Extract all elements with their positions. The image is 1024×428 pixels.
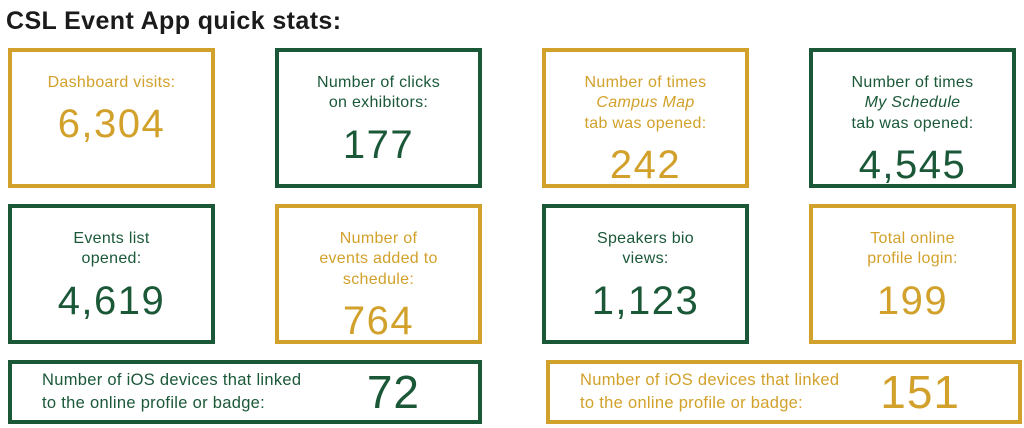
stat-label: Dashboard visits: bbox=[48, 73, 176, 93]
stat-label-line-italic: Campus Map bbox=[596, 94, 695, 112]
stat-label-line: Number of iOS devices that linked bbox=[580, 370, 840, 389]
stat-value: 72 bbox=[366, 366, 420, 418]
stat-label-line: on exhibitors: bbox=[328, 94, 429, 112]
stat-value: 4,545 bbox=[858, 143, 967, 188]
wide-stats-row: Number of iOS devices that linked to the… bbox=[8, 360, 1024, 424]
page-title: CSL Event App quick stats: bbox=[6, 7, 342, 35]
stat-label-line: Events list bbox=[73, 230, 150, 247]
stat-label-line: Total online bbox=[870, 230, 955, 247]
stat-label-line: Number of times bbox=[851, 74, 974, 91]
stat-value: 177 bbox=[342, 122, 415, 167]
stat-label-line: Number of clicks bbox=[316, 74, 441, 91]
stat-value: 242 bbox=[609, 143, 682, 188]
stat-label: Number of iOS devices that linked to the… bbox=[42, 369, 301, 415]
stat-label-line-italic: My Schedule bbox=[864, 94, 961, 112]
stat-label-line: Number of times bbox=[584, 74, 707, 91]
stat-label-line: Speakers bio bbox=[597, 230, 694, 247]
stat-card-speakers-bio-views: Speakers bio views: 1,123 bbox=[542, 204, 749, 344]
stat-label: Number of events added to schedule: bbox=[319, 229, 437, 290]
stat-label-line: schedule: bbox=[342, 270, 415, 288]
stat-label: Total online profile login: bbox=[867, 229, 957, 270]
stat-label-line: to the online profile or badge: bbox=[580, 394, 804, 412]
stat-label-line: Dashboard visits: bbox=[47, 74, 176, 91]
stats-grid: Dashboard visits: 6,304 Number of clicks… bbox=[8, 48, 1024, 344]
stat-value: 199 bbox=[876, 278, 949, 323]
stat-label: Number of times Campus Map tab was opene… bbox=[585, 73, 707, 134]
stat-label-line: to the online profile or badge: bbox=[42, 394, 266, 412]
stat-card-ios-linked-gold: Number of iOS devices that linked to the… bbox=[546, 360, 1022, 424]
stat-value: 1,123 bbox=[591, 278, 700, 323]
stat-label: Number of clicks on exhibitors: bbox=[317, 73, 440, 114]
stat-label-line: tab was opened: bbox=[584, 114, 707, 132]
stat-card-online-profile-login: Total online profile login: 199 bbox=[809, 204, 1016, 344]
stat-label: Number of iOS devices that linked to the… bbox=[580, 369, 839, 415]
stat-card-ios-linked-green: Number of iOS devices that linked to the… bbox=[8, 360, 482, 424]
stat-card-events-added-to-schedule: Number of events added to schedule: 764 bbox=[275, 204, 482, 344]
stat-label-line: views: bbox=[622, 250, 669, 268]
stat-value: 6,304 bbox=[57, 102, 166, 147]
stat-label-line: opened: bbox=[81, 250, 142, 268]
stat-label-line: profile login: bbox=[867, 250, 958, 268]
stat-label: Number of times My Schedule tab was open… bbox=[852, 73, 974, 134]
stat-label: Events list opened: bbox=[73, 229, 149, 270]
stat-card-campus-map-opens: Number of times Campus Map tab was opene… bbox=[542, 48, 749, 188]
stat-card-events-list-opened: Events list opened: 4,619 bbox=[8, 204, 215, 344]
stat-card-my-schedule-opens: Number of times My Schedule tab was open… bbox=[809, 48, 1016, 188]
stat-card-dashboard-visits: Dashboard visits: 6,304 bbox=[8, 48, 215, 188]
stat-value: 764 bbox=[342, 299, 415, 344]
stat-label: Speakers bio views: bbox=[597, 229, 694, 270]
stat-label-line: Number of bbox=[339, 230, 418, 247]
stat-label-line: events added to bbox=[319, 250, 438, 268]
stat-card-exhibitor-clicks: Number of clicks on exhibitors: 177 bbox=[275, 48, 482, 188]
stat-value: 151 bbox=[880, 366, 960, 418]
stat-value: 4,619 bbox=[57, 278, 166, 323]
stat-label-line: tab was opened: bbox=[851, 114, 974, 132]
stat-label-line: Number of iOS devices that linked bbox=[42, 370, 302, 389]
